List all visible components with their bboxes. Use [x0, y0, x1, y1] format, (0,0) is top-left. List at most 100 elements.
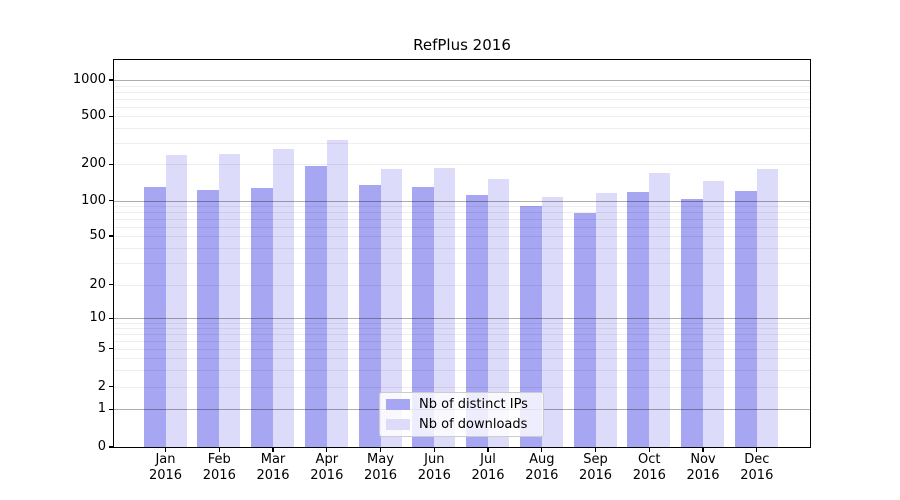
y-tick-label-1000: 1000	[72, 72, 106, 87]
x-tick-label-year: 2016	[632, 467, 666, 483]
bar-distinct-ips-jun	[412, 187, 435, 447]
x-tick-label-month: Nov	[690, 452, 716, 467]
x-tick-mark-jun	[433, 447, 435, 452]
y-tick-mark-5	[109, 348, 114, 350]
gridline-10	[114, 318, 810, 320]
x-tick-label-month: Feb	[207, 452, 231, 467]
bar-downloads-may	[380, 169, 402, 447]
gridline-300	[114, 143, 810, 145]
x-tick-label-year: 2016	[471, 467, 505, 483]
x-tick-label-month: Oct	[638, 452, 661, 467]
legend-swatch-downloads	[386, 419, 410, 430]
x-tick-label-feb: Feb 2016	[187, 452, 251, 483]
x-tick-mark-aug	[541, 447, 543, 452]
y-tick-mark-1000	[109, 79, 114, 81]
y-tick-mark-100	[109, 200, 114, 202]
y-tick-label-1: 1	[97, 401, 106, 417]
y-tick-mark-500	[109, 115, 114, 117]
gridline-100	[114, 200, 810, 202]
gridline-6	[114, 340, 810, 342]
x-tick-mark-feb	[218, 447, 220, 452]
bar-distinct-ips-mar	[251, 188, 273, 447]
y-tick-label-500: 500	[81, 108, 106, 124]
x-tick-label-may: May 2016	[349, 452, 413, 483]
bar-distinct-ips-may	[358, 184, 381, 447]
y-tick-mark-1	[109, 408, 114, 410]
x-tick-label-month: Aug	[529, 452, 555, 467]
x-tick-label-year: 2016	[578, 467, 613, 483]
y-tick-label-100: 100	[81, 192, 106, 208]
gridline-5	[114, 348, 810, 350]
x-tick-label-month: May	[367, 452, 394, 467]
legend-swatch-distinct-ips	[386, 399, 410, 410]
x-tick-label-month: Dec	[744, 452, 770, 467]
x-tick-label-year: 2016	[202, 467, 236, 483]
x-tick-label-year: 2016	[363, 467, 398, 483]
legend-row-distinct-ips: Nb of distinct IPs	[386, 397, 537, 413]
bar-distinct-ips-sep	[573, 213, 596, 447]
x-tick-label-year: 2016	[686, 467, 720, 483]
bar-distinct-ips-dec	[734, 190, 757, 447]
bar-distinct-ips-apr	[304, 165, 327, 447]
bar-downloads-dec	[756, 169, 778, 447]
gridline-2	[114, 386, 810, 388]
gridline-80	[114, 212, 810, 214]
x-tick-mark-mar	[272, 447, 274, 452]
gridline-60	[114, 226, 810, 228]
y-tick-mark-50	[109, 235, 114, 237]
chart-title: RefPlus 2016	[413, 36, 511, 54]
y-tick-label-20: 20	[89, 276, 106, 292]
legend: Nb of distinct IPs Nb of downloads	[379, 392, 544, 437]
bar-distinct-ips-oct	[627, 191, 650, 447]
bar-distinct-ips-jan	[143, 187, 166, 447]
x-tick-label-year: 2016	[310, 467, 344, 483]
x-tick-mark-apr	[326, 447, 328, 452]
bar-downloads-jun	[434, 168, 456, 447]
x-tick-label-year: 2016	[256, 467, 290, 483]
gridline-600	[114, 106, 810, 108]
x-tick-label-apr: Apr 2016	[295, 452, 359, 483]
gridline-9	[114, 322, 810, 324]
y-tick-mark-10	[109, 317, 114, 319]
gridline-400	[114, 128, 810, 129]
gridline-900	[114, 85, 810, 87]
x-tick-mark-dec	[756, 447, 758, 452]
x-tick-mark-jul	[487, 447, 489, 452]
gridline-50	[114, 236, 810, 237]
x-tick-label-dec: Dec 2016	[725, 452, 789, 483]
y-tick-mark-0	[109, 446, 114, 448]
bar-distinct-ips-nov	[681, 198, 703, 447]
x-tick-label-nov: Nov 2016	[671, 452, 735, 483]
x-tick-label-aug: Aug 2016	[510, 452, 574, 483]
y-tick-label-50: 50	[89, 228, 106, 243]
gridline-8	[114, 328, 810, 330]
gridline-700	[114, 98, 810, 100]
gridline-7	[114, 333, 810, 335]
gridline-800	[114, 91, 810, 93]
x-tick-label-mar: Mar 2016	[241, 452, 305, 483]
gridline-20	[114, 284, 810, 286]
x-tick-mark-oct	[648, 447, 650, 452]
x-tick-label-year: 2016	[525, 467, 559, 483]
bar-downloads-mar	[273, 149, 294, 447]
y-tick-mark-200	[109, 163, 114, 165]
gridline-200	[114, 164, 810, 166]
legend-label-distinct-ips: Nb of distinct IPs	[419, 396, 528, 412]
bar-downloads-jan	[165, 154, 187, 447]
x-tick-label-sep: Sep 2016	[564, 452, 628, 483]
x-tick-label-month: Apr	[315, 452, 339, 467]
gridline-4	[114, 358, 810, 359]
bar-distinct-ips-aug	[519, 206, 542, 447]
gridline-40	[114, 247, 810, 249]
x-tick-label-year: 2016	[148, 467, 183, 483]
legend-label-downloads: Nb of downloads	[419, 416, 528, 432]
x-tick-label-month: Jun	[424, 452, 445, 467]
bar-downloads-oct	[649, 172, 671, 447]
x-tick-mark-jan	[164, 447, 167, 452]
x-tick-label-year: 2016	[417, 467, 451, 483]
bar-downloads-aug	[541, 197, 563, 447]
x-tick-label-jan: Jan 2016	[134, 452, 198, 483]
bar-distinct-ips-jul	[466, 194, 488, 447]
y-tick-mark-20	[109, 284, 114, 286]
